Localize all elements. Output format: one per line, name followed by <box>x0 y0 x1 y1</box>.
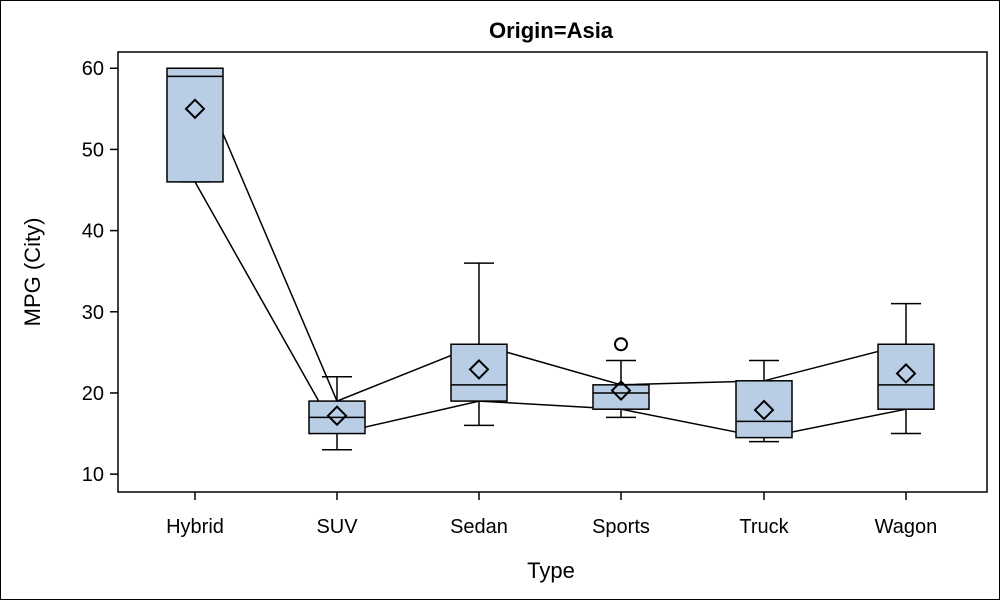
x-axis-title: Type <box>527 558 575 583</box>
box-truck <box>735 359 793 443</box>
x-tick-label: Truck <box>739 516 789 538</box>
x-tick-label: Wagon <box>875 516 938 538</box>
mean-marker <box>326 405 348 427</box>
y-tick-label: 50 <box>82 139 104 161</box>
box-iqr <box>592 384 650 410</box>
outlier-marker <box>614 337 628 352</box>
box-iqr <box>735 380 793 439</box>
box-iqr <box>166 67 224 183</box>
y-axis: 10 20 30 40 50 60 <box>82 58 118 486</box>
connect-line-q3 <box>194 67 907 403</box>
mean-marker <box>468 359 490 380</box>
mean-marker <box>184 98 206 120</box>
y-tick-label: 60 <box>82 58 104 80</box>
box-sedan <box>450 262 508 427</box>
x-tick-label: Sedan <box>450 516 508 538</box>
box-sports <box>592 337 650 419</box>
connect-line-q1 <box>194 181 907 439</box>
mean-marker <box>895 363 917 384</box>
y-axis-title: MPG (City) <box>20 218 45 327</box>
mean-marker <box>610 380 632 401</box>
y-tick-label: 40 <box>82 221 104 243</box>
box-suv <box>308 375 366 451</box>
x-tick-label: Hybrid <box>166 516 224 538</box>
x-axis: Hybrid SUV Sedan Sports Truck Wagon <box>166 492 937 538</box>
box-hybrid <box>166 67 224 183</box>
x-tick-label: Sports <box>592 516 650 538</box>
plot-area <box>117 51 988 493</box>
chart-title: Origin=Asia <box>489 18 614 43</box>
box-iqr <box>450 343 508 402</box>
y-tick-label: 30 <box>82 302 104 324</box>
mean-marker <box>753 399 775 421</box>
box-wagon <box>877 302 935 435</box>
y-tick-label: 10 <box>82 464 104 486</box>
box-iqr <box>877 343 935 410</box>
boxes <box>166 67 935 451</box>
y-tick-label: 20 <box>82 383 104 405</box>
x-tick-label: SUV <box>316 516 358 538</box>
connect-lines <box>194 67 907 439</box>
